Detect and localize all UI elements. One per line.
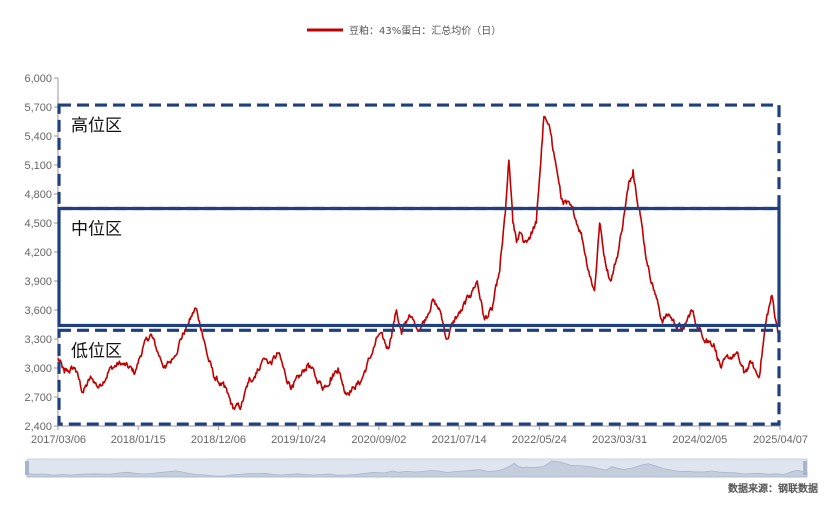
y-tick-label: 3,900 [24, 276, 52, 288]
y-tick-label: 5,700 [24, 102, 52, 114]
legend[interactable]: 豆粕：43%蛋白：汇总均价（日） [307, 24, 501, 37]
y-tick-label: 3,300 [24, 334, 52, 346]
zone-label: 高位区 [71, 116, 122, 136]
zone-box-1 [57, 103, 781, 211]
x-tick-label: 2018/12/06 [191, 434, 246, 446]
y-tick-label: 3,600 [24, 305, 52, 317]
slider-handle-left[interactable] [25, 461, 29, 475]
x-axis-ticks: 2017/03/06 2018/01/15 2018/12/06 2019/10/24… [31, 426, 808, 446]
slider-mini-line [26, 460, 808, 478]
x-tick-label: 2019/10/24 [271, 434, 326, 446]
y-tick-label: 4,500 [24, 218, 52, 230]
y-tick-label: 6,000 [24, 73, 52, 85]
x-tick-label: 2021/07/14 [432, 434, 487, 446]
y-tick-label: 5,400 [24, 131, 52, 143]
slider-handle-right[interactable] [803, 461, 807, 475]
x-tick-label: 2020/09/02 [351, 434, 406, 446]
legend-label: 豆粕：43%蛋白：汇总均价（日） [349, 24, 501, 37]
zone-box-2 [57, 206, 781, 328]
x-tick-label: 2022/05/24 [512, 434, 567, 446]
y-axis-ticks: 6,000 5,700 5,400 5,100 4,800 4,500 4,200 3,900… [24, 73, 58, 433]
data-zoom-slider[interactable] [25, 458, 808, 478]
x-tick-label: 2018/01/15 [111, 434, 166, 446]
x-tick-label: 2023/03/31 [592, 434, 647, 446]
y-tick-label: 2,400 [24, 421, 52, 433]
series-line [57, 115, 781, 411]
y-tick-label: 4,200 [24, 247, 52, 259]
y-tick-label: 5,100 [24, 160, 52, 172]
x-tick-label: 2025/04/07 [753, 434, 808, 446]
source-label: 数据来源：钢联数据 [728, 482, 818, 495]
y-tick-label: 4,800 [24, 189, 52, 201]
zone-label: 低位区 [71, 341, 122, 361]
y-tick-label: 3,000 [24, 363, 52, 375]
y-tick-label: 2,700 [24, 392, 52, 404]
zone-label: 中位区 [71, 220, 122, 240]
zone-box-3 [57, 328, 781, 426]
x-tick-label: 2017/03/06 [31, 434, 86, 446]
x-tick-label: 2024/02/05 [672, 434, 727, 446]
